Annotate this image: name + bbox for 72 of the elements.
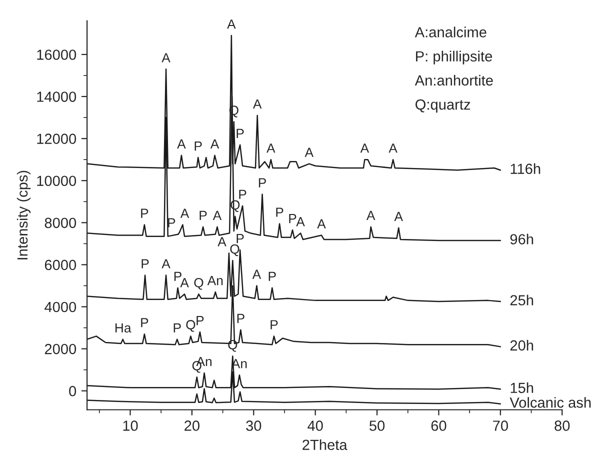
annotation: Q	[230, 244, 240, 256]
x-tick-label: 50	[370, 420, 385, 431]
annotation: P	[196, 316, 204, 326]
x-tick-label: 30	[246, 420, 262, 431]
annotation: P	[141, 208, 148, 218]
y-axis-title: Intensity (cps)	[16, 170, 31, 260]
annotation: P	[141, 318, 148, 328]
y-tick-label: 6000	[44, 260, 76, 270]
y-tick-label: 10000	[37, 176, 76, 186]
series-label: 15h	[510, 382, 534, 394]
annotation: P	[239, 190, 246, 199]
series-label: 116h	[510, 163, 540, 174]
annotation: P	[268, 272, 276, 281]
annotation: P: phillipsite	[416, 50, 492, 64]
annotation: A	[180, 278, 189, 288]
annotation: A	[304, 148, 314, 157]
annotation: Q	[228, 340, 238, 352]
annotation: P	[174, 272, 182, 281]
series-label: 96h	[510, 234, 534, 244]
annotation: A:analcime	[414, 26, 486, 38]
annotation: A	[317, 219, 326, 228]
annotation: A	[180, 208, 190, 218]
annotation: P	[200, 210, 207, 220]
annotation: P	[236, 234, 244, 244]
annotation: A	[252, 270, 262, 279]
annotation: An	[207, 276, 223, 286]
annotation: An:anhortite	[414, 74, 493, 86]
series-label: 25h	[510, 294, 534, 306]
annotation: A	[212, 210, 222, 220]
annotation: A	[177, 139, 186, 148]
x-tick-label: 60	[431, 420, 446, 431]
annotation: A	[227, 20, 236, 29]
y-tick-label: 8000	[44, 218, 76, 228]
annotation: A	[394, 212, 403, 222]
series-label: 20h	[510, 340, 534, 351]
annotation: Q:quartz	[416, 99, 470, 113]
annotation: P	[237, 314, 244, 323]
y-tick-label: 14000	[37, 92, 76, 102]
annotation: P	[236, 128, 244, 138]
y-tick-label: 0	[69, 386, 76, 396]
x-axis-title: 2Theta	[302, 439, 348, 450]
annotation: Q	[186, 320, 196, 332]
y-tick-label: 16000	[37, 50, 76, 60]
annotation: A	[296, 217, 305, 226]
annotation: P	[142, 259, 149, 268]
annotation: A	[252, 99, 262, 109]
x-tick-label: 20	[184, 420, 200, 431]
annotation: P	[270, 320, 278, 330]
annotation: P	[289, 214, 296, 224]
annotation: P	[168, 218, 176, 228]
annotation: A	[210, 139, 220, 148]
x-tick-label: 80	[554, 420, 570, 431]
annotation: A	[162, 259, 170, 268]
x-tick-label: 40	[308, 420, 323, 431]
annotation: P	[194, 142, 202, 151]
x-tick-label: 70	[493, 420, 508, 431]
annotation: P	[276, 208, 284, 217]
y-tick-label: 2000	[44, 344, 76, 354]
annotation: Q	[194, 278, 204, 290]
annotation: A	[388, 144, 398, 153]
annotation: A	[266, 144, 276, 153]
annotation: P	[258, 178, 266, 188]
y-tick-label: 4000	[44, 302, 76, 312]
series-label: Volcanic ash	[510, 397, 591, 408]
annotation: A	[218, 237, 226, 246]
x-tick-label: 10	[123, 420, 138, 431]
annotation: A	[366, 210, 376, 220]
annotation: A	[162, 53, 170, 62]
y-tick-label: 12000	[37, 134, 76, 144]
annotation: A	[360, 144, 370, 153]
annotation: P	[174, 323, 181, 332]
annotation: Ha	[115, 323, 132, 333]
